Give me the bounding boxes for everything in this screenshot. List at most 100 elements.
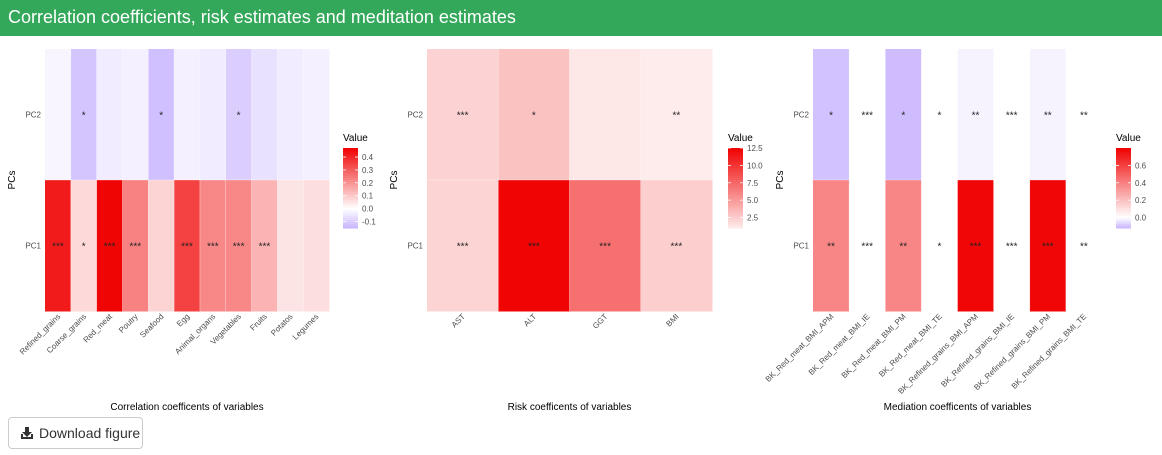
significance-label: ** (1080, 242, 1088, 253)
significance-label: ** (1080, 111, 1088, 122)
legend-gradient-step (1116, 150, 1131, 153)
y-axis-title: PCs (7, 171, 18, 190)
significance-label: ** (899, 242, 907, 253)
mediation-heatmap: * *** * * ** *** ** **** *** ** * *** *** *** **PC2PC1… (764, 49, 1147, 413)
legend-gradient-step (728, 206, 743, 209)
significance-label: *** (861, 111, 873, 122)
significance-label: * (82, 242, 86, 253)
legend-gradient-step (728, 184, 743, 187)
significance-label: * (829, 111, 833, 122)
legend-gradient-step (343, 204, 358, 207)
legend-gradient-step (343, 196, 358, 199)
x-tick-label: ALT (522, 312, 538, 328)
page-title: Correlation coefficients, risk estimates… (8, 7, 516, 27)
legend-gradient-step (728, 172, 743, 175)
heatmap-cell (427, 49, 499, 181)
significance-label: *** (457, 111, 469, 122)
legend-gradient-step (728, 220, 743, 223)
heatmap-cell (813, 180, 850, 312)
legend-gradient-step (343, 206, 358, 209)
y-tick-label: PC2 (793, 111, 809, 120)
x-tick-label: BK_Red_meat_BMI_PM (840, 312, 908, 380)
legend-gradient-step (728, 192, 743, 195)
legend-gradient-step (343, 214, 358, 217)
legend-gradient-step (728, 180, 743, 183)
significance-label: *** (52, 242, 64, 253)
legend-tick-label: 5.0 (747, 196, 759, 205)
correlation-heatmap: * * **** * *** *** *** *** *** ***PC2PC1PCsRefine… (7, 49, 376, 413)
legend-title: Value (728, 133, 753, 144)
legend-gradient-step (1116, 152, 1131, 155)
legend-gradient-step (1116, 198, 1131, 201)
legend-gradient-step (343, 166, 358, 169)
heatmap-cell (885, 49, 922, 181)
legend-gradient-step (1116, 158, 1131, 161)
legend-title: Value (1116, 133, 1141, 144)
legend-tick-label: 0.2 (362, 179, 374, 188)
legend-gradient-step (728, 210, 743, 213)
legend-gradient-step (728, 214, 743, 217)
legend-gradient-step (343, 168, 358, 171)
legend-gradient-step (343, 218, 358, 221)
x-tick-label: Fruits (248, 312, 269, 333)
legend-gradient-step (1116, 210, 1131, 213)
heatmap-cell (199, 49, 227, 181)
legend-gradient-step (1116, 166, 1131, 169)
legend-gradient-step (343, 224, 358, 227)
heatmap-cell (277, 180, 304, 312)
significance-label: ** (827, 242, 835, 253)
legend-gradient-step (343, 154, 358, 157)
legend-gradient-step (1116, 170, 1131, 173)
heatmap-cell (993, 180, 1031, 312)
legend-gradient-step (728, 188, 743, 191)
legend-gradient-step (343, 194, 358, 197)
heatmap-cell (303, 180, 330, 312)
download-figure-label: Download figure (39, 425, 141, 441)
heatmap-cell (569, 180, 642, 312)
x-tick-label: BK_Red_meat_BMI_TE (877, 312, 944, 379)
legend-tick-label: 10.0 (747, 161, 763, 170)
heatmap-cell (640, 180, 713, 312)
legend-gradient-step (343, 216, 358, 219)
significance-label: *** (130, 242, 142, 253)
legend-gradient-step (343, 164, 358, 167)
legend-gradient-step (343, 220, 358, 223)
legend-gradient-step (1116, 180, 1131, 183)
heatmap-cell (251, 180, 278, 312)
significance-label: *** (970, 242, 982, 253)
legend-gradient-step (1116, 162, 1131, 165)
y-axis-title: PCs (389, 171, 400, 190)
legend-gradient-step (343, 170, 358, 173)
legend-gradient-step (343, 152, 358, 155)
legend-gradient-step (1116, 200, 1131, 203)
download-figure-button[interactable]: Download figure (8, 417, 143, 449)
legend-gradient-step (1116, 218, 1131, 221)
legend-gradient-step (343, 148, 358, 151)
legend-gradient-step (1116, 194, 1131, 197)
y-tick-label: PC1 (407, 242, 423, 251)
panel-caption: Risk coefficents of variables (508, 402, 632, 413)
y-axis-title: PCs (775, 171, 786, 190)
legend-gradient-step (1116, 172, 1131, 175)
legend-tick-label: 0.3 (362, 166, 374, 175)
heatmap-cell (849, 180, 886, 312)
heatmap-cell (921, 180, 958, 312)
legend-gradient-step (1116, 216, 1131, 219)
legend-gradient-step (1116, 214, 1131, 217)
legend-gradient-step (343, 202, 358, 205)
legend-tick-label: -0.1 (362, 218, 376, 227)
legend-gradient-step (728, 156, 743, 159)
legend-gradient-step (728, 182, 743, 185)
heatmap-cell (885, 180, 922, 312)
legend-gradient-step (728, 162, 743, 165)
x-tick-label: Seafood (138, 312, 165, 339)
legend-gradient-step (1116, 204, 1131, 207)
legend-gradient-step (343, 156, 358, 159)
legend-gradient-step (728, 194, 743, 197)
legend-gradient-step (728, 204, 743, 207)
x-tick-label: AST (450, 312, 467, 329)
legend-gradient-step (728, 196, 743, 199)
heatmap-cell (498, 49, 570, 181)
y-tick-label: PC1 (25, 242, 41, 251)
legend-gradient-step (1116, 184, 1131, 187)
